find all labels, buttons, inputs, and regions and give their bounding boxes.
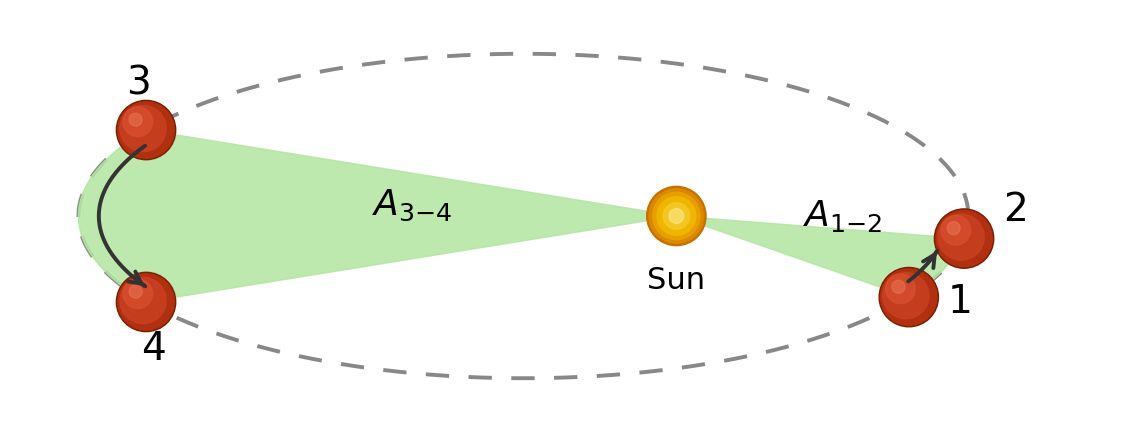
- Text: 4: 4: [141, 330, 166, 368]
- Circle shape: [938, 214, 984, 260]
- Circle shape: [669, 209, 684, 223]
- Text: 1: 1: [947, 283, 973, 321]
- Circle shape: [657, 197, 696, 235]
- Circle shape: [892, 280, 905, 293]
- Circle shape: [647, 186, 706, 246]
- Circle shape: [120, 105, 166, 152]
- Circle shape: [936, 210, 992, 267]
- Circle shape: [123, 279, 152, 308]
- Polygon shape: [676, 216, 964, 297]
- Circle shape: [649, 189, 704, 243]
- Circle shape: [935, 209, 993, 268]
- Circle shape: [947, 222, 961, 235]
- Circle shape: [129, 285, 142, 298]
- Circle shape: [117, 272, 176, 332]
- Polygon shape: [78, 130, 676, 302]
- Circle shape: [886, 274, 916, 304]
- Circle shape: [652, 192, 701, 240]
- Circle shape: [129, 113, 142, 126]
- Text: 3: 3: [127, 64, 151, 102]
- Circle shape: [120, 277, 166, 324]
- Text: Sun: Sun: [647, 266, 705, 295]
- Circle shape: [941, 216, 971, 245]
- Text: 2: 2: [1003, 191, 1028, 229]
- Text: $A_{1\mathsf{-}2}$: $A_{1\mathsf{-}2}$: [804, 198, 883, 234]
- Circle shape: [879, 267, 938, 327]
- Circle shape: [663, 203, 689, 229]
- Circle shape: [118, 274, 174, 330]
- Circle shape: [123, 107, 152, 137]
- Circle shape: [117, 100, 176, 160]
- Circle shape: [881, 269, 937, 325]
- Text: $A_{3\mathsf{-}4}$: $A_{3\mathsf{-}4}$: [372, 187, 453, 222]
- Circle shape: [882, 273, 929, 319]
- Circle shape: [118, 102, 174, 158]
